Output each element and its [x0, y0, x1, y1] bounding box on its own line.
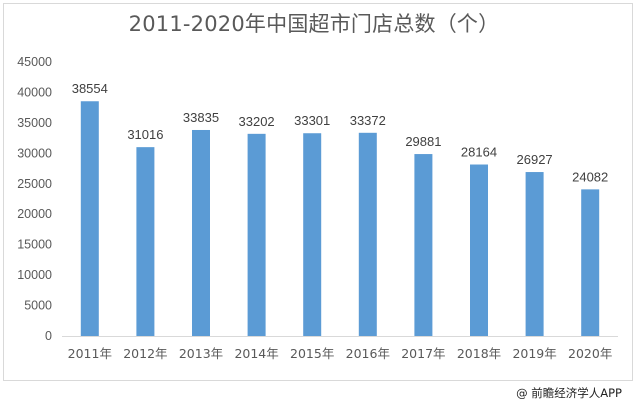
bar [358, 132, 377, 336]
bar [303, 133, 322, 336]
y-tick-label: 0 [45, 329, 52, 343]
source-credit: @ 前瞻经济学人APP [516, 386, 622, 400]
y-tick-label: 15000 [17, 238, 52, 252]
data-label: 24082 [572, 169, 608, 184]
data-label: 26927 [517, 152, 553, 167]
y-axis: 0 5000 10000 15000 20000 25000 30000 35000 40000… [17, 55, 52, 343]
data-label: 29881 [405, 134, 441, 149]
x-tick-label: 2013年 [179, 346, 223, 361]
data-label: 33835 [183, 110, 219, 125]
x-tick-label: 2014年 [234, 346, 278, 361]
bar [136, 147, 155, 336]
bar [525, 172, 544, 336]
bar [581, 189, 600, 336]
data-label: 38554 [72, 81, 108, 96]
bar [80, 101, 99, 336]
x-tick-label: 2011年 [68, 346, 112, 361]
x-tick-label: 2020年 [568, 346, 612, 361]
bar [192, 129, 210, 336]
chart-title: 2011-2020年中国超市门店总数（个） [128, 12, 500, 36]
bar [470, 164, 488, 336]
bar [247, 133, 266, 336]
x-axis-labels: 2011年 2012年 2013年 2014年 2015年 2016年 2017年 2018年… [68, 346, 613, 361]
x-tick-label: 2018年 [457, 346, 501, 361]
x-tick-label: 2017年 [401, 346, 445, 361]
x-tick-label: 2012年 [123, 346, 167, 361]
y-tick-label: 30000 [17, 146, 52, 160]
bar-series [80, 101, 600, 336]
data-labels: 38554 31016 33835 33202 33301 33372 29881 28164… [72, 81, 609, 184]
y-tick-label: 5000 [24, 299, 52, 313]
data-label: 28164 [461, 145, 497, 160]
bar [414, 154, 433, 336]
x-tick-label: 2016年 [346, 346, 390, 361]
y-tick-label: 10000 [17, 268, 52, 282]
y-tick-label: 40000 [17, 85, 52, 99]
y-tick-label: 20000 [17, 207, 52, 221]
y-tick-label: 25000 [17, 177, 52, 191]
data-label: 33301 [294, 113, 330, 128]
y-tick-label: 45000 [17, 55, 52, 69]
data-label: 33202 [239, 114, 275, 129]
data-label: 33372 [350, 113, 386, 128]
x-tick-label: 2015年 [290, 346, 334, 361]
data-label: 31016 [127, 127, 163, 142]
y-tick-label: 35000 [17, 116, 52, 130]
x-tick-label: 2019年 [512, 346, 556, 361]
